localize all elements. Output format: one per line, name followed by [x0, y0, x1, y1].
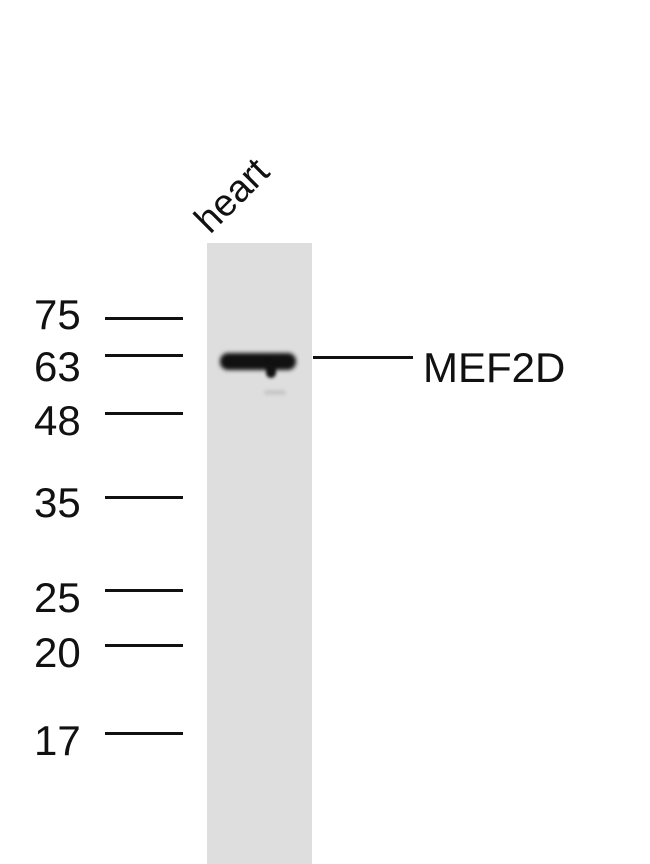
protein-band	[220, 353, 296, 370]
blot-lane	[207, 243, 312, 864]
target-label: MEF2D	[423, 344, 566, 391]
marker-line-48	[105, 412, 183, 415]
lane-label-heart: heart	[186, 150, 278, 242]
marker-label-35: 35	[34, 479, 81, 526]
marker-label-48: 48	[34, 397, 81, 444]
marker-line-35	[105, 496, 183, 499]
marker-label-63: 63	[34, 343, 81, 390]
marker-line-20	[105, 644, 183, 647]
marker-line-25	[105, 589, 183, 592]
marker-label-20: 20	[34, 629, 81, 676]
target-pointer-line	[313, 356, 413, 359]
protein-band-tail	[266, 360, 276, 378]
marker-label-17: 17	[34, 717, 81, 764]
marker-line-17	[105, 732, 183, 735]
faint-band	[264, 390, 286, 395]
marker-line-75	[105, 317, 183, 320]
marker-line-63	[105, 354, 183, 357]
marker-label-25: 25	[34, 574, 81, 621]
marker-label-75: 75	[34, 291, 81, 338]
